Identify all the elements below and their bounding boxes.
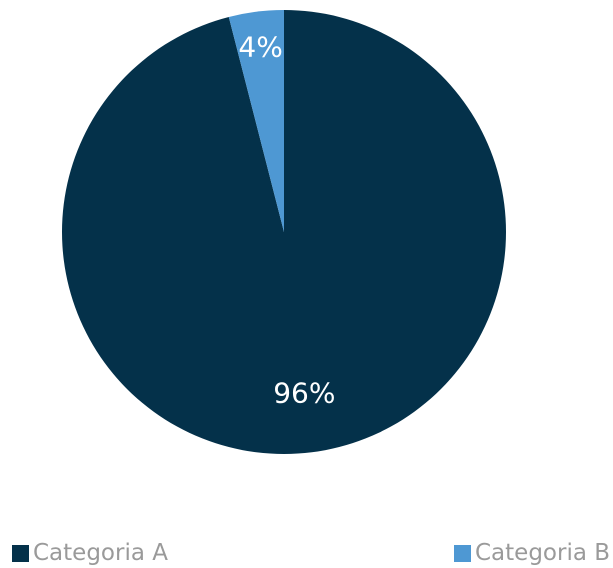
slice-value-label-categoria-a: 96% — [273, 376, 335, 409]
slice-value-label-categoria-b: 4% — [238, 30, 282, 63]
legend-swatch-categoria-b — [454, 544, 471, 562]
legend-label-categoria-a: Categoria A — [33, 540, 168, 566]
legend-label-categoria-b: Categoria B — [475, 540, 611, 566]
legend-item-categoria-b[interactable]: Categoria B — [454, 538, 610, 568]
pie-slice-labels: 96% 4% — [238, 30, 335, 409]
legend-item-categoria-a[interactable]: Categoria A — [12, 538, 168, 568]
pie-slice-categoria-b[interactable] — [228, 10, 284, 232]
legend-swatch-categoria-a — [12, 544, 29, 562]
pie-slices — [61, 10, 506, 454]
